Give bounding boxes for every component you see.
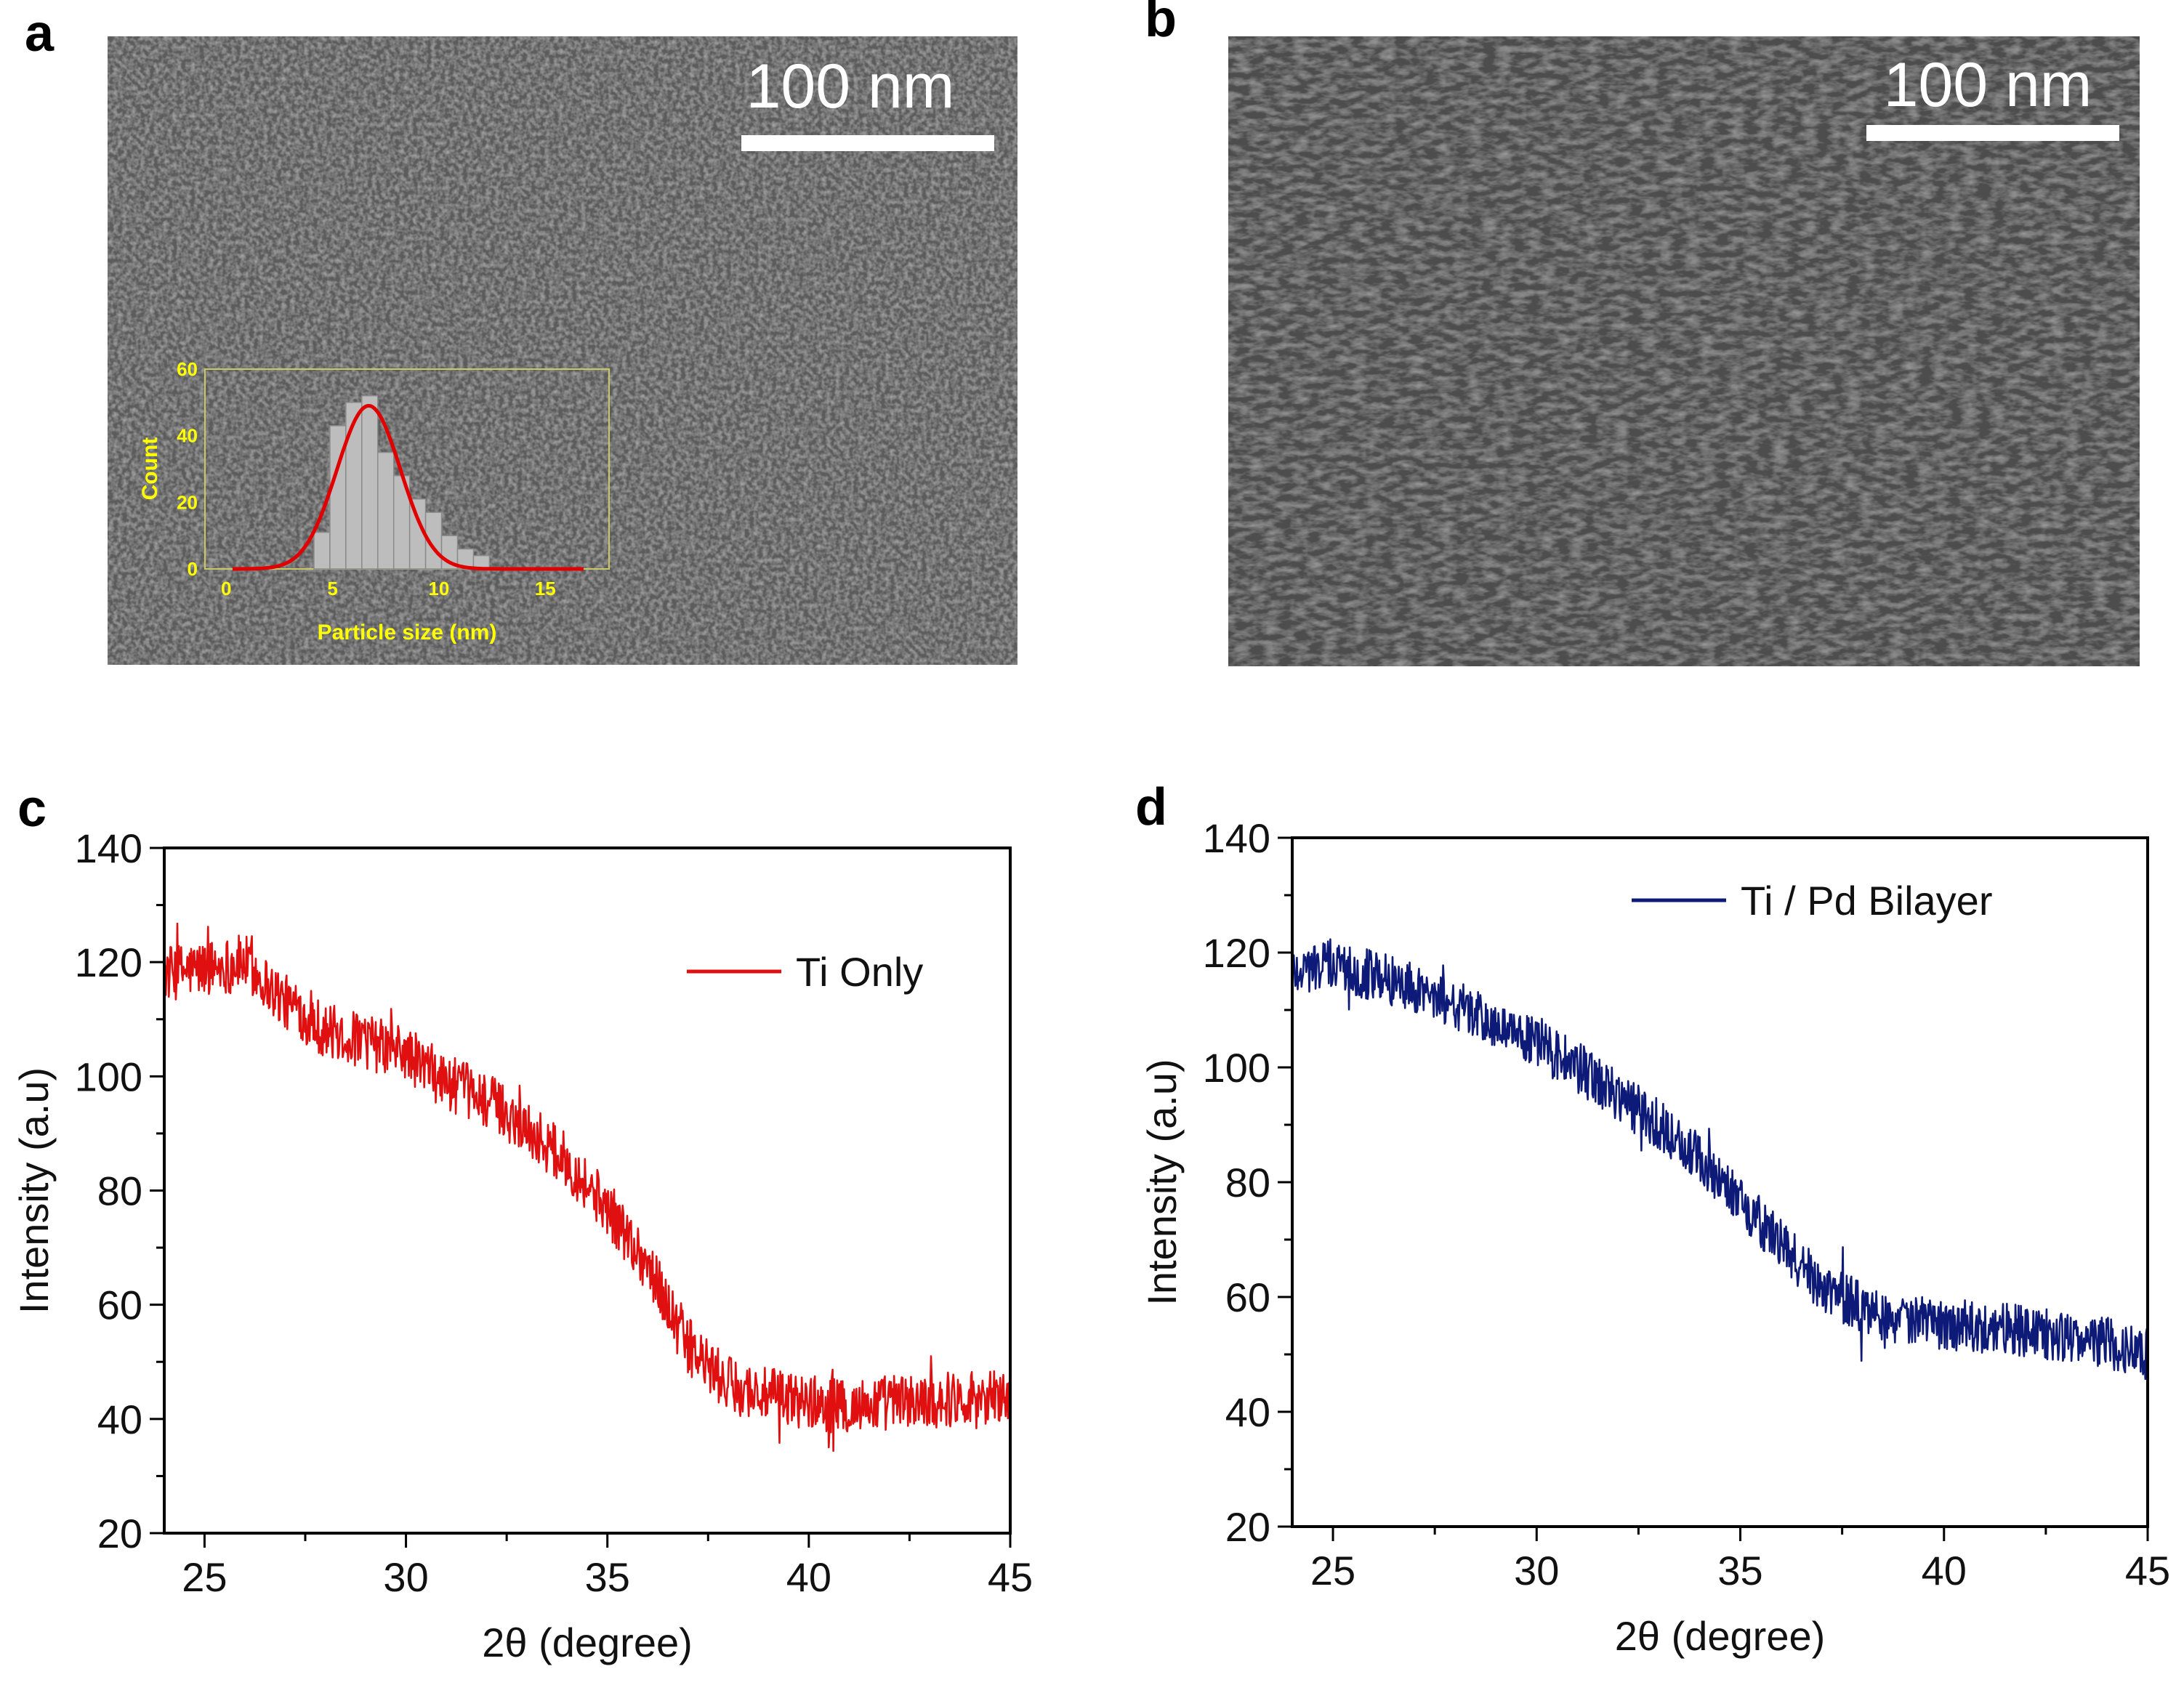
y-axis-label-d: Intensity (a.u) bbox=[1139, 1059, 1185, 1305]
histogram-bar-4 bbox=[361, 395, 379, 570]
scale-bar-b bbox=[1866, 125, 2119, 141]
panel-label-d: d bbox=[1135, 778, 1167, 836]
x-tick-label-30: 30 bbox=[383, 1554, 428, 1600]
x-tick-label-40: 40 bbox=[786, 1554, 831, 1600]
inset-x-tick-0: 0 bbox=[221, 578, 231, 599]
y-tick-label-100: 100 bbox=[1203, 1045, 1270, 1091]
inset-x-tick-15: 15 bbox=[535, 578, 556, 599]
y-tick-label-120: 120 bbox=[1203, 930, 1270, 976]
series-line-c bbox=[163, 922, 1012, 1452]
x-tick-label-45: 45 bbox=[2125, 1548, 2170, 1593]
panel-a: a 100 nm 0 5 10 15 0 20 40 60 Particle size (nm… bbox=[25, 4, 1018, 665]
x-axis-label-d: 2θ (degree) bbox=[1615, 1613, 1826, 1659]
x-tick-label-25: 25 bbox=[1310, 1548, 1355, 1593]
y-tick-label-60: 60 bbox=[1225, 1274, 1270, 1320]
x-tick-label-30: 30 bbox=[1514, 1548, 1559, 1593]
x-tick-label-45: 45 bbox=[988, 1554, 1033, 1600]
y-axis-label-c: Intensity (a.u) bbox=[11, 1067, 57, 1314]
panel-c: c 25 30 35 40 45 20 40 60 80 100 120 140 2θ (degree)… bbox=[11, 780, 1033, 1665]
scale-bar-label-b: 100 nm bbox=[1884, 50, 2092, 120]
panel-label-c: c bbox=[17, 780, 47, 838]
inset-y-tick-60: 60 bbox=[177, 358, 198, 380]
inset-histogram: 0 5 10 15 0 20 40 60 Particle size (nm) Count bbox=[138, 358, 610, 644]
y-tick-label-20: 20 bbox=[1225, 1504, 1270, 1550]
histogram-bar-5 bbox=[377, 451, 395, 570]
histogram-bar-1 bbox=[313, 531, 331, 570]
y-tick-label-140: 140 bbox=[75, 825, 142, 871]
panel-d: d 25 30 35 40 45 20 40 60 80 100 120 140 2θ (degree)… bbox=[1135, 778, 2170, 1659]
panel-label-a: a bbox=[25, 4, 55, 62]
y-tick-label-120: 120 bbox=[75, 940, 142, 985]
gaussian-fit-curve bbox=[233, 404, 584, 571]
y-tick-label-20: 20 bbox=[97, 1511, 142, 1556]
y-tick-label-80: 80 bbox=[1225, 1160, 1270, 1205]
inset-y-tick-40: 40 bbox=[177, 425, 198, 447]
xrd-chart-c: 25 30 35 40 45 20 40 60 80 100 120 140 2θ (degree) In… bbox=[11, 825, 1033, 1665]
y-tick-label-80: 80 bbox=[97, 1168, 142, 1214]
inset-y-tick-0: 0 bbox=[188, 558, 198, 580]
y-tick-label-40: 40 bbox=[1225, 1389, 1270, 1435]
inset-xlabel: Particle size (nm) bbox=[318, 621, 497, 644]
panel-b: b 100 nm bbox=[1145, 0, 2140, 666]
x-tick-label-40: 40 bbox=[1922, 1548, 1967, 1593]
x-tick-label-25: 25 bbox=[182, 1554, 227, 1600]
y-tick-label-60: 60 bbox=[97, 1282, 142, 1328]
x-axis-label-c: 2θ (degree) bbox=[482, 1620, 693, 1665]
histogram-bar-3 bbox=[345, 402, 363, 570]
y-tick-label-100: 100 bbox=[75, 1054, 142, 1099]
inset-ylabel: Count bbox=[138, 437, 162, 501]
inset-x-tick-5: 5 bbox=[327, 578, 337, 599]
sem-image-b bbox=[1228, 36, 2140, 666]
inset-x-tick-10: 10 bbox=[428, 578, 449, 599]
y-tick-label-40: 40 bbox=[97, 1397, 142, 1442]
legend-label-d: Ti / Pd Bilayer bbox=[1741, 878, 1992, 924]
inset-y-tick-20: 20 bbox=[177, 491, 198, 513]
series-line-d bbox=[1291, 938, 2149, 1381]
panel-label-b: b bbox=[1145, 0, 1177, 48]
x-tick-label-35: 35 bbox=[585, 1554, 630, 1600]
legend-label-c: Ti Only bbox=[796, 949, 923, 995]
xrd-chart-d: 25 30 35 40 45 20 40 60 80 100 120 140 2θ (degree) In… bbox=[1139, 815, 2170, 1659]
x-tick-label-35: 35 bbox=[1717, 1548, 1762, 1593]
scale-bar-label-a: 100 nm bbox=[746, 52, 955, 121]
y-tick-label-140: 140 bbox=[1203, 815, 1270, 861]
scale-bar-a bbox=[741, 135, 994, 151]
